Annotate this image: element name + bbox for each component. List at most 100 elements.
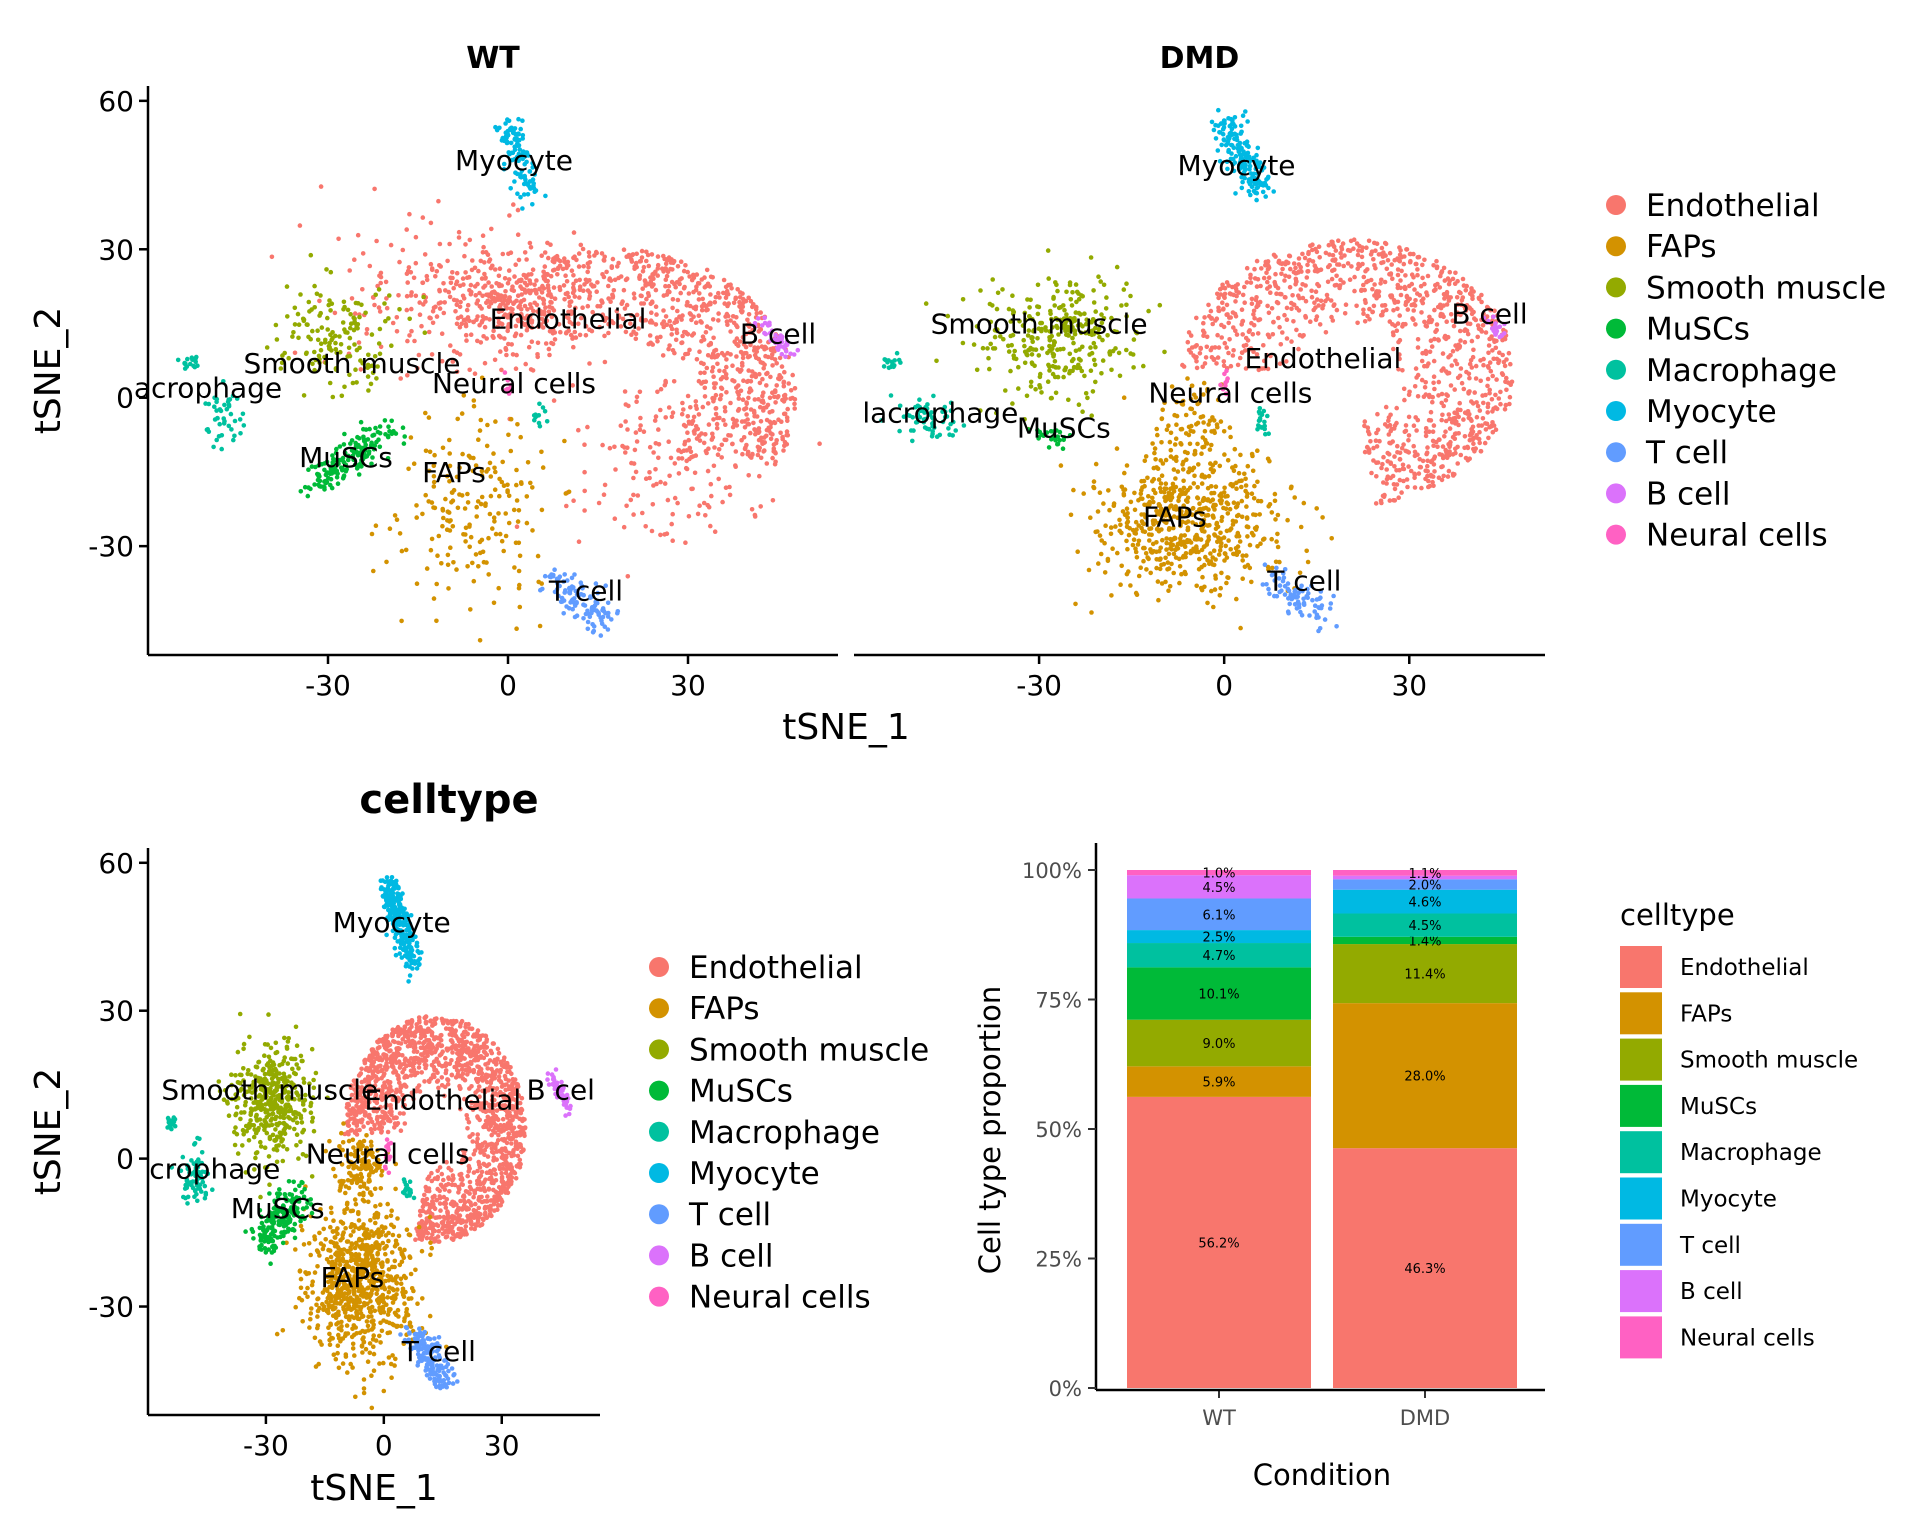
data-point <box>369 332 375 337</box>
data-point <box>716 447 722 452</box>
data-point <box>655 266 661 271</box>
data-point <box>773 389 778 395</box>
data-point <box>737 339 743 344</box>
data-point <box>781 383 787 389</box>
data-point <box>1227 425 1233 430</box>
data-point <box>598 633 604 638</box>
data-point <box>349 296 355 301</box>
data-point <box>986 355 991 361</box>
data-point <box>960 340 966 346</box>
data-point <box>1431 358 1437 364</box>
data-point <box>430 309 436 314</box>
data-point <box>569 311 574 317</box>
data-point <box>1098 551 1104 557</box>
data-point <box>1139 488 1144 493</box>
data-point <box>1476 423 1481 428</box>
data-point <box>610 294 616 299</box>
data-point <box>726 433 731 438</box>
data-point <box>1394 468 1399 473</box>
data-point <box>1423 348 1429 354</box>
data-point <box>520 136 525 141</box>
data-point <box>504 352 509 358</box>
data-point <box>492 519 497 524</box>
data-point <box>709 493 714 499</box>
data-point <box>1462 339 1468 345</box>
data-point <box>1402 254 1407 259</box>
data-point <box>1458 366 1464 371</box>
data-point <box>714 421 720 427</box>
data-point <box>488 493 494 499</box>
data-point <box>672 461 678 466</box>
data-point <box>586 264 591 270</box>
data-point <box>1359 288 1364 294</box>
data-point <box>1222 295 1227 301</box>
data-point <box>457 304 463 310</box>
data-point <box>703 513 708 518</box>
data-point <box>1264 270 1269 276</box>
data-point <box>669 332 674 337</box>
data-point <box>735 287 740 292</box>
data-point <box>1191 465 1197 471</box>
data-point <box>728 329 733 334</box>
data-point <box>357 314 362 320</box>
data-point <box>1411 308 1416 313</box>
data-point <box>783 354 788 360</box>
data-point <box>629 332 634 338</box>
data-point <box>679 340 685 345</box>
data-point <box>718 385 724 391</box>
data-point <box>1364 444 1370 450</box>
data-point <box>338 342 344 347</box>
data-point <box>479 473 485 478</box>
data-point <box>1022 360 1028 366</box>
data-point <box>1055 288 1060 294</box>
data-point <box>285 314 290 319</box>
data-point <box>1433 287 1438 292</box>
cluster-label: B cell <box>1451 297 1527 330</box>
data-point <box>733 464 738 470</box>
data-point <box>767 395 773 401</box>
data-point <box>532 300 537 306</box>
data-point <box>182 366 188 371</box>
data-point <box>414 515 420 520</box>
data-point <box>1148 570 1153 576</box>
data-point <box>1445 474 1451 479</box>
data-point <box>496 585 502 591</box>
data-point <box>424 566 430 571</box>
data-point <box>682 284 687 290</box>
data-point <box>792 406 797 411</box>
data-point <box>1391 308 1396 313</box>
data-point <box>1222 558 1227 563</box>
data-point <box>658 407 663 413</box>
data-point <box>479 494 485 500</box>
data-point <box>571 255 576 261</box>
data-point <box>1054 282 1059 288</box>
data-point <box>1259 266 1264 271</box>
data-point <box>445 552 451 558</box>
data-point <box>459 321 465 327</box>
data-point <box>713 406 719 411</box>
data-point <box>628 321 633 326</box>
data-point <box>315 337 321 343</box>
data-point <box>1143 551 1149 556</box>
data-point <box>572 614 578 620</box>
data-point <box>750 452 755 458</box>
data-point <box>817 441 822 447</box>
data-point <box>292 350 298 356</box>
data-point <box>1298 287 1303 292</box>
data-point <box>764 427 770 433</box>
data-point <box>518 194 523 200</box>
data-point <box>326 302 332 308</box>
data-point <box>1237 140 1243 146</box>
data-point <box>640 269 646 274</box>
data-point <box>376 287 382 292</box>
data-point <box>767 419 773 425</box>
data-point <box>666 283 672 289</box>
data-point <box>685 393 691 399</box>
data-point <box>468 282 474 288</box>
data-point <box>1326 242 1332 248</box>
data-point <box>687 347 692 353</box>
data-point <box>308 252 314 258</box>
data-point <box>687 311 693 316</box>
data-point <box>1432 307 1437 313</box>
data-point <box>1204 344 1210 350</box>
